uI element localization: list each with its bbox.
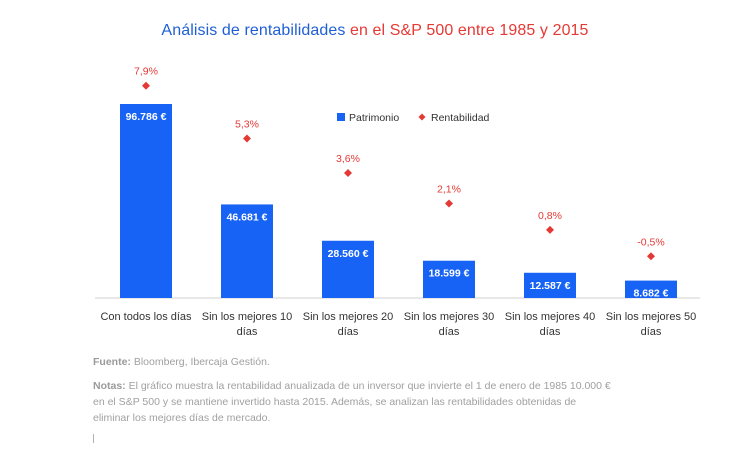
x-tick-label: Sin los mejores 30 (404, 311, 495, 323)
x-tick-label: Con todos los días (100, 311, 192, 323)
chart-title: Análisis de rentabilidades en el S&P 500… (0, 22, 750, 40)
legend-patrimonio-swatch (337, 113, 345, 121)
bar-value-label: 46.681 € (227, 211, 268, 223)
bar-chart: 96.786 € 7,9% Con todos los días 46.681 € 5,… (95, 66, 700, 338)
bar-value-label: 96.786 € (126, 111, 167, 123)
x-tick-label: Sin los mejores 10 (202, 311, 293, 323)
bar-patrimonio (322, 240, 374, 298)
bar-patrimonio (221, 204, 273, 298)
bar-value-label: 8.682 € (633, 288, 668, 300)
notes-body: El gráfico muestra la rentabilidad anual… (93, 380, 611, 424)
x-tick-label: días (237, 326, 258, 338)
notes-label: Notas: (93, 380, 126, 392)
rentabilidad-label: -0,5% (637, 236, 664, 248)
rentabilidad-marker (344, 169, 352, 178)
chart-title-part2: en el S&P 500 entre 1985 y 2015 (345, 22, 589, 39)
rentabilidad-marker (445, 199, 453, 208)
chart-title-part1: Análisis de rentabilidades (161, 22, 346, 39)
x-tick-label: Sin los mejores 40 (505, 311, 596, 323)
x-tick-label: días (338, 326, 359, 338)
legend-rentabilidad-marker (418, 113, 426, 121)
rentabilidad-label: 2,1% (437, 183, 461, 195)
x-tick-label: Sin los mejores 20 (303, 311, 394, 323)
rentabilidad-label: 0,8% (538, 210, 562, 222)
bar-value-label: 28.560 € (328, 248, 369, 260)
bar-value-label: 12.587 € (530, 280, 571, 292)
source-text: Bloomberg, Ibercaja Gestión. (130, 356, 270, 368)
bar-value-label: 18.599 € (429, 268, 470, 280)
rentabilidad-marker (546, 225, 554, 234)
notes-text: Notas: El gráfico muestra la rentabilida… (93, 378, 613, 426)
rentabilidad-label: 5,3% (235, 119, 259, 131)
source-note: Fuente: Bloomberg, Ibercaja Gestión. (93, 354, 613, 370)
bar-patrimonio (423, 260, 475, 298)
rentabilidad-marker (647, 252, 655, 261)
left-margin-mark (93, 434, 94, 443)
bar-patrimonio (120, 104, 172, 298)
rentabilidad-label: 7,9% (134, 66, 158, 78)
rentabilidad-marker (243, 134, 251, 143)
bar-patrimonio (524, 272, 576, 298)
source-label: Fuente: (93, 356, 131, 368)
rentabilidad-label: 3,6% (336, 153, 360, 165)
x-tick-label: días (540, 326, 561, 338)
x-tick-label: días (439, 326, 460, 338)
bar-patrimonio (625, 280, 677, 298)
legend-rentabilidad-label: Rentabilidad (431, 112, 490, 124)
x-tick-label: Sin los mejores 50 (606, 311, 697, 323)
rentabilidad-marker (142, 81, 150, 90)
x-tick-label: días (641, 326, 662, 338)
legend-patrimonio-label: Patrimonio (349, 112, 399, 124)
